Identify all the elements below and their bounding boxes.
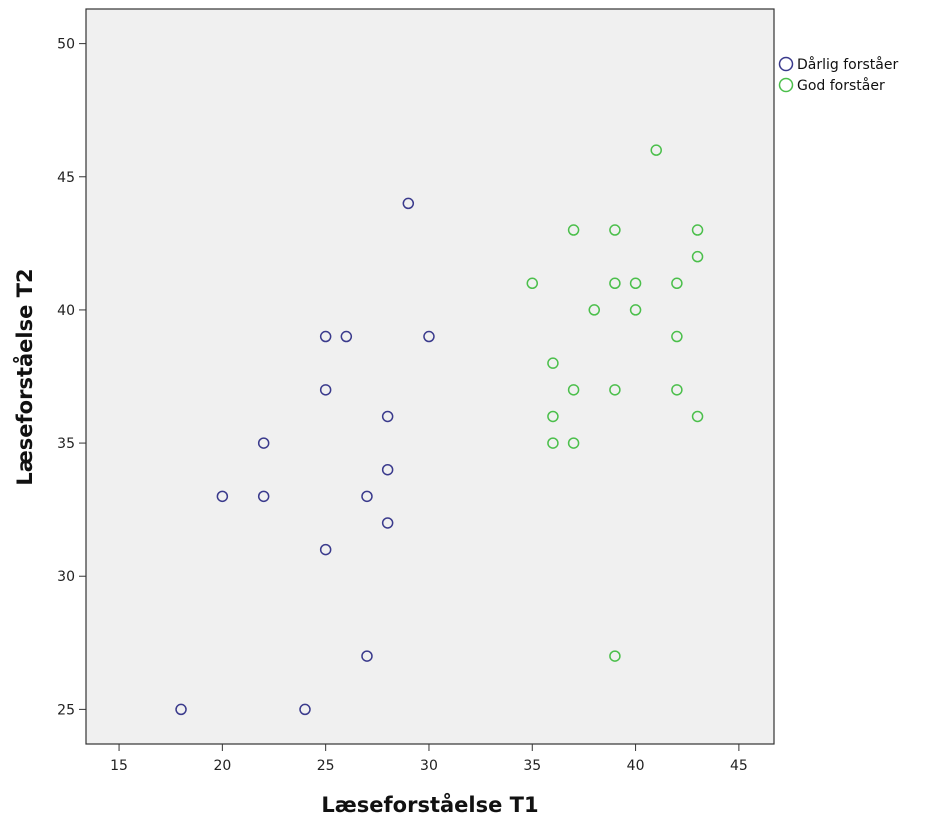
x-tick-label: 15 (110, 758, 128, 774)
y-tick-label: 35 (57, 436, 75, 452)
data-point (361, 490, 373, 503)
data-point (257, 490, 270, 503)
data-point (629, 277, 642, 290)
data-point (671, 330, 683, 343)
data-point (588, 304, 601, 316)
y-axis: 25 30 35 40 45 50 (57, 37, 86, 718)
data-point (567, 384, 580, 396)
y-tick-label: 50 (57, 37, 75, 53)
data-point (547, 410, 559, 423)
data-point (691, 410, 704, 423)
y-tick-label: 30 (57, 569, 75, 585)
y-tick-label: 40 (57, 303, 75, 319)
data-point (257, 437, 270, 449)
data-point (609, 650, 621, 662)
x-axis-title: Læseforståelse T1 (321, 792, 538, 817)
x-tick-label: 20 (213, 758, 231, 774)
x-axis: 15 20 25 30 35 40 45 (110, 744, 748, 774)
data-point (340, 330, 353, 343)
data-point (175, 703, 187, 716)
data-point (629, 304, 642, 316)
data-point (299, 703, 311, 716)
data-point (609, 277, 621, 290)
data-point (609, 384, 621, 396)
data-point (547, 357, 559, 369)
legend-label: Dårlig forståer (797, 56, 898, 73)
data-point (691, 250, 704, 263)
data-point (547, 437, 559, 449)
data-points (175, 144, 704, 716)
data-point (381, 410, 394, 423)
x-tick-label: 25 (317, 758, 335, 774)
data-point (567, 437, 580, 449)
data-point (671, 277, 683, 290)
legend-marker (778, 77, 794, 93)
data-point (402, 197, 415, 210)
data-point (361, 650, 373, 662)
data-point (567, 224, 580, 236)
x-tick-label: 45 (730, 758, 748, 774)
x-tick-label: 30 (420, 758, 438, 774)
legend-label: God forståer (797, 77, 885, 94)
data-point (691, 224, 704, 236)
y-tick-label: 25 (57, 702, 75, 718)
data-point (671, 384, 683, 396)
y-tick-label: 45 (57, 170, 75, 186)
data-point (381, 517, 394, 529)
data-point (319, 330, 332, 343)
plot-area (85, 8, 775, 745)
data-point (526, 277, 539, 290)
data-point (423, 330, 435, 343)
legend-marker (778, 56, 794, 72)
data-point (381, 463, 394, 476)
x-tick-label: 35 (523, 758, 541, 774)
y-axis-title: Læseforståelse T2 (12, 268, 37, 485)
data-point (319, 543, 332, 556)
data-point (609, 224, 621, 236)
data-point (319, 384, 332, 396)
x-tick-label: 40 (627, 758, 645, 774)
data-point (216, 490, 229, 503)
data-point (650, 144, 662, 156)
legend: Dårlig forståer God forståer (778, 56, 898, 94)
